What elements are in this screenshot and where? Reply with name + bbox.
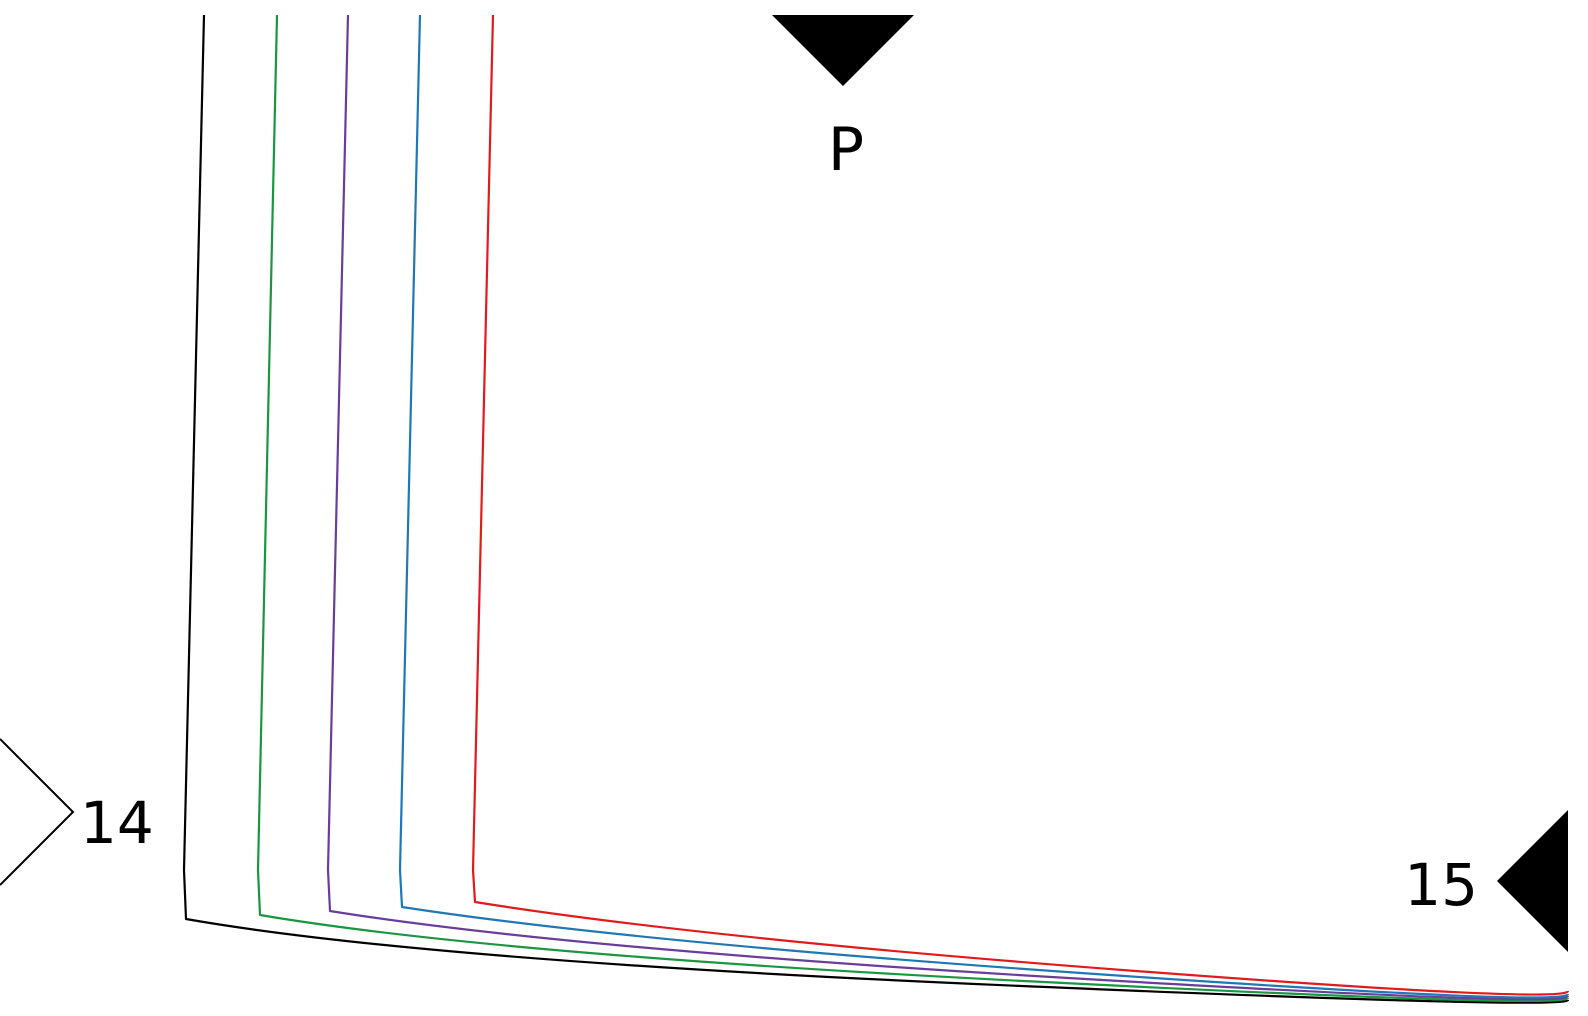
top-marker: P: [772, 15, 914, 185]
right-marker: 15: [1404, 810, 1568, 952]
left-marker: 14: [0, 738, 154, 886]
left-marker-label: 14: [80, 789, 154, 857]
top-marker-label: P: [828, 115, 864, 185]
black-curve: [182, 14, 1570, 1004]
red-curve: [471, 14, 1570, 996]
right-marker-triangle: [1497, 810, 1568, 952]
blue-curve: [398, 14, 1570, 999]
left-marker-chevron: [0, 738, 75, 886]
top-marker-triangle: [772, 15, 914, 86]
right-marker-label: 15: [1404, 851, 1478, 919]
purple-curve: [326, 14, 1570, 1001]
curves-group: [182, 14, 1570, 1004]
green-curve: [256, 14, 1570, 1003]
